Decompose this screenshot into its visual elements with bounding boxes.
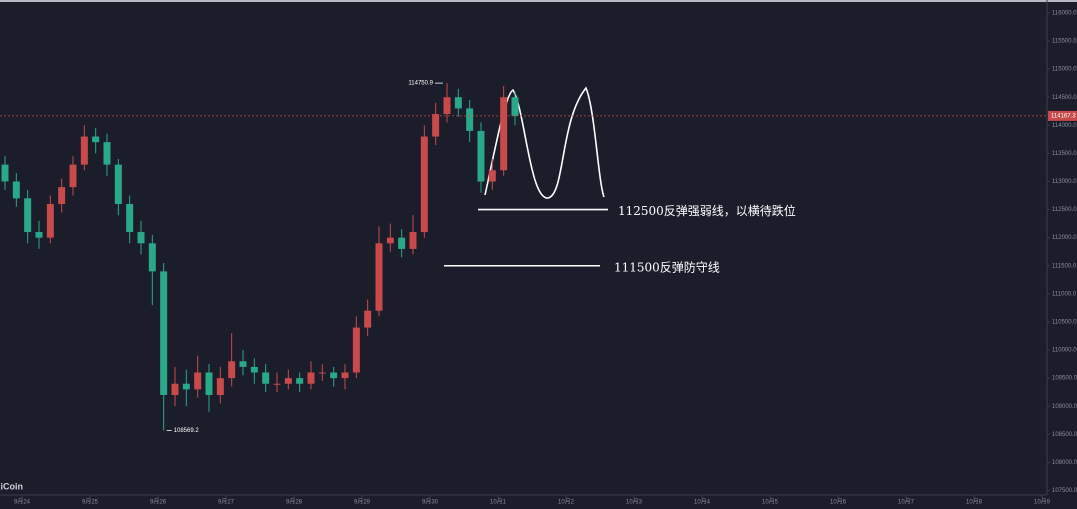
- candle-body: [307, 372, 315, 384]
- x-tick-label: 10月9: [1034, 499, 1051, 506]
- candle-body: [69, 164, 77, 188]
- candle-body: [171, 383, 179, 395]
- last-price-box: [1048, 110, 1077, 121]
- candle-body: [454, 97, 462, 109]
- y-tick-label: 115500.0: [1052, 39, 1077, 45]
- x-tick-label: 10月4: [694, 499, 711, 506]
- candle-body: [262, 372, 270, 384]
- x-tick-label: 10月2: [558, 499, 575, 506]
- x-tick-label: 9月25: [82, 499, 99, 506]
- y-tick-label: 113500.0: [1052, 151, 1077, 157]
- candle-body: [148, 243, 156, 272]
- candle-body: [126, 203, 134, 233]
- y-tick-label: 115000.0: [1052, 67, 1077, 73]
- candle-body: [420, 136, 428, 233]
- y-tick-label: 109000.0: [1052, 404, 1077, 410]
- candle-body: [58, 187, 66, 204]
- candle-body: [352, 327, 360, 373]
- candle-body: [160, 271, 168, 395]
- x-tick-label: 9月26: [150, 499, 167, 506]
- candle-body: [194, 372, 202, 390]
- x-tick-label: 10月3: [626, 499, 643, 506]
- x-tick-label: 9月24: [14, 499, 31, 506]
- x-tick-label: 10月5: [762, 499, 779, 506]
- y-tick-label: 108500.0: [1052, 432, 1077, 438]
- x-tick-label: 10月8: [966, 499, 983, 506]
- watermark: AiCoin: [0, 481, 23, 491]
- y-tick-label: 111500.0: [1052, 263, 1077, 269]
- y-tick-label: 108000.0: [1052, 460, 1077, 466]
- candle-body: [466, 108, 474, 131]
- candle-body: [35, 232, 43, 238]
- candle-body: [80, 136, 88, 165]
- x-tick-label: 9月28: [286, 499, 303, 506]
- candle-body: [103, 142, 111, 165]
- candle-body: [284, 378, 292, 384]
- candle-body: [216, 378, 224, 395]
- y-tick-label: 114500.0: [1052, 95, 1077, 101]
- candle-body: [92, 136, 100, 143]
- y-tick-label: 110000.0: [1052, 348, 1077, 354]
- candle-body: [500, 97, 508, 171]
- candle-body: [398, 237, 406, 249]
- x-tick-label: 10月6: [830, 499, 847, 506]
- candle-body: [296, 378, 304, 384]
- candle-body: [24, 198, 32, 233]
- x-tick-label: 10月7: [898, 499, 915, 506]
- y-tick-label: 114000.0: [1052, 123, 1077, 129]
- candle-body: [250, 366, 258, 373]
- high-label: 114750.9: [408, 81, 433, 87]
- y-tick-label: 112500.0: [1052, 207, 1077, 213]
- top-border: [0, 0, 1077, 2]
- candle-body: [46, 203, 54, 238]
- last-price-label: 114167.3: [1051, 113, 1076, 119]
- candle-body: [443, 97, 451, 115]
- candle-body: [182, 383, 190, 390]
- y-tick-label: 112000.0: [1052, 235, 1077, 241]
- x-tick-label: 9月27: [218, 499, 235, 506]
- candle-body: [137, 232, 145, 244]
- candle-body: [488, 170, 496, 182]
- annotation-text: 111500反弹防守线: [614, 259, 720, 274]
- y-tick-label: 107500.0: [1052, 488, 1077, 494]
- candle-body: [318, 372, 326, 374]
- y-tick-label: 110500.0: [1052, 320, 1077, 326]
- candle-body: [273, 383, 281, 385]
- candle-body: [477, 130, 485, 182]
- x-tick-label: 9月29: [354, 499, 371, 506]
- x-tick-label: 10月1: [490, 499, 507, 506]
- x-tick-label: 9月30: [422, 499, 439, 506]
- candle-body: [239, 361, 247, 367]
- candle-body: [409, 232, 417, 249]
- candle-body: [341, 372, 349, 379]
- candle-body: [330, 372, 338, 379]
- low-label: 108569.2: [174, 428, 200, 434]
- candle-body: [1, 164, 9, 182]
- candle-body: [511, 97, 519, 116]
- candle-body: [375, 243, 383, 311]
- y-tick-label: 116000.0: [1052, 11, 1077, 17]
- candle-body: [432, 114, 440, 137]
- candle-body: [228, 361, 236, 379]
- candle-body: [364, 310, 372, 328]
- annotation-text: 112500反弹强弱线，以横待跌位: [618, 203, 796, 218]
- y-tick-label: 113000.0: [1052, 179, 1077, 185]
- candle-body: [12, 181, 20, 199]
- candle-body: [114, 164, 122, 204]
- y-tick-label: 111000.0: [1052, 291, 1077, 297]
- candle-body: [205, 372, 213, 395]
- candle-body: [386, 237, 394, 244]
- y-tick-label: 109500.0: [1052, 376, 1077, 382]
